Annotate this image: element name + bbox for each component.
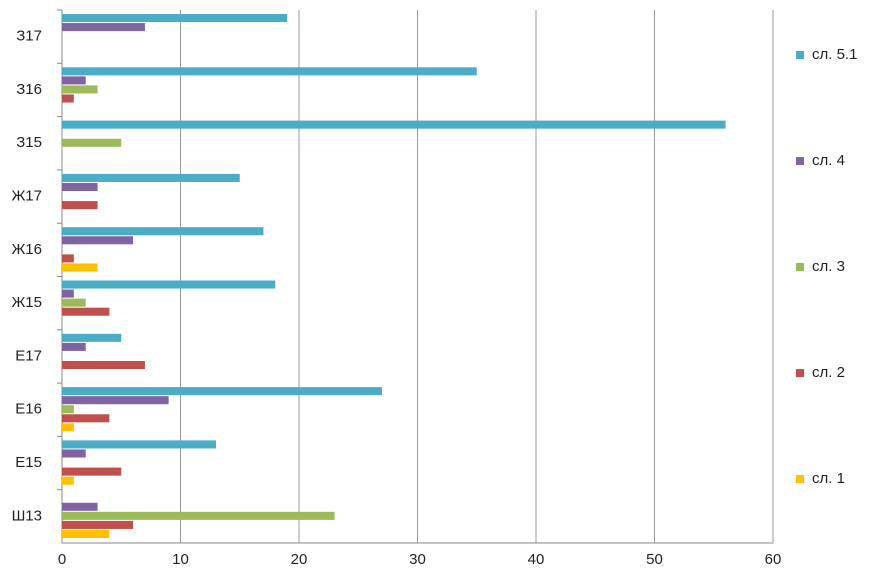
legend-swatch [796,157,804,165]
bar [62,333,122,342]
legend-label: сл. 4 [812,152,845,169]
legend-swatch [796,51,804,59]
bar [62,173,240,182]
legend-swatch [796,475,804,483]
y-tick-label: Е16 [15,401,42,418]
bar [62,360,145,370]
bar [62,440,217,449]
x-tick-label: 40 [528,551,545,568]
x-tick-label: 50 [646,551,663,568]
bar [62,423,74,432]
y-tick-label: Е15 [15,454,42,471]
bar [62,94,74,103]
bar [62,476,74,485]
legend-label: сл. 1 [812,470,845,487]
y-tick-label: З15 [16,134,42,151]
bar [62,76,86,85]
bar [62,182,98,192]
legend-swatch [796,263,804,271]
bar [62,298,86,307]
x-tick-label: 30 [409,551,426,568]
x-tick-label: 20 [291,551,308,568]
bar [62,529,110,538]
x-tick-label: 60 [765,551,782,568]
bar [62,67,477,76]
bar [62,449,86,458]
y-tick-label: Ж15 [11,294,42,311]
y-tick-label: Е17 [15,347,42,364]
bar [62,23,145,32]
bar [62,201,98,210]
y-tick-label: Ж17 [11,188,42,205]
y-tick-label: З16 [16,81,42,98]
bar [62,387,382,396]
bar [62,236,134,245]
bar [62,120,726,129]
y-tick-label: Ж16 [11,241,42,258]
bar [62,414,110,423]
bar [62,307,110,316]
y-tick-label: Ш13 [12,507,42,524]
bar [62,138,122,147]
bar [62,254,74,263]
bar [62,85,98,94]
bar [62,280,276,289]
bar [62,396,169,405]
bar [62,289,74,298]
bar [62,227,264,236]
bar [62,263,98,272]
bar [62,342,86,351]
bar [62,502,98,511]
legend-label: сл. 2 [812,364,845,381]
bar [62,405,74,414]
y-tick-label: З17 [16,28,42,45]
bar [62,14,288,23]
legend-label: сл. 5.1 [812,46,857,63]
bar [62,467,122,476]
x-tick-label: 10 [172,551,189,568]
legend-swatch [796,369,804,377]
bar [62,520,134,529]
bar [62,511,335,520]
legend-label: сл. 3 [812,258,845,275]
x-tick-label: 0 [58,551,66,568]
